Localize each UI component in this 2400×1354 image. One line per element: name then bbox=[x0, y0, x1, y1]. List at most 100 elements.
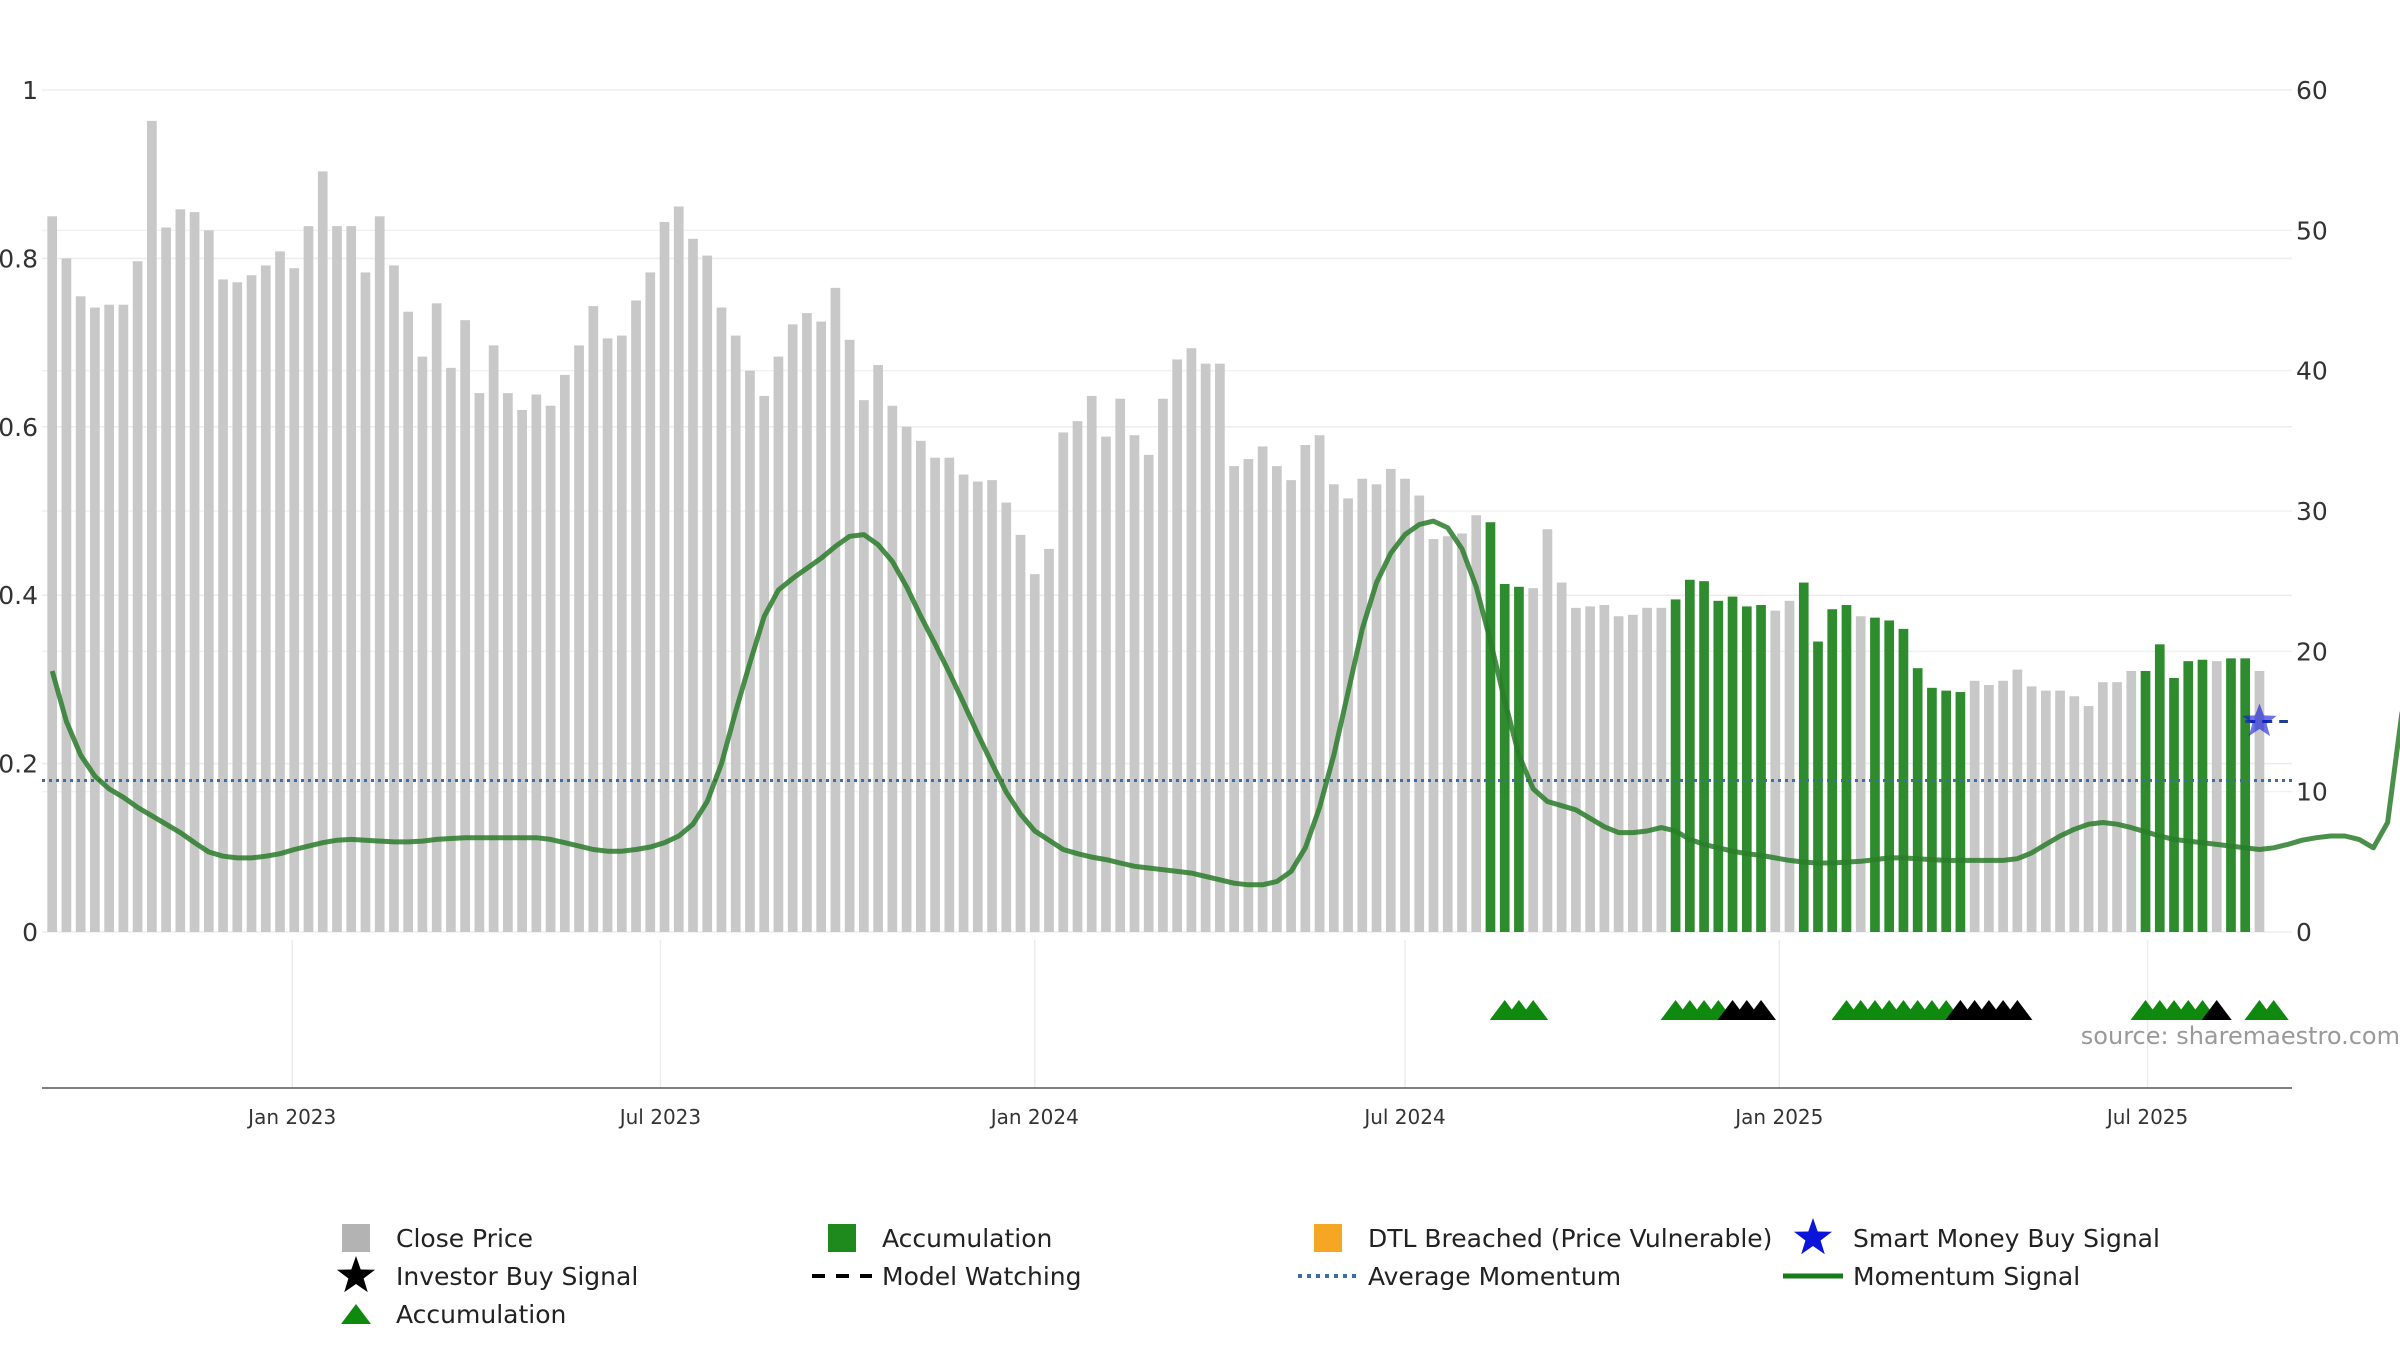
accumulation-bar bbox=[2240, 658, 2251, 932]
close-price-bar bbox=[873, 365, 883, 932]
accumulation-bar bbox=[2197, 659, 2208, 932]
left-axis-tick-label: 0.6 bbox=[0, 413, 38, 442]
close-price-bar bbox=[1784, 600, 1795, 932]
close-price-bar bbox=[1371, 484, 1382, 932]
close-price-bar bbox=[90, 307, 100, 932]
close-price-bar bbox=[602, 338, 613, 932]
close-price-bar bbox=[787, 324, 798, 932]
close-price-bar bbox=[1029, 574, 1040, 932]
close-price-bar bbox=[232, 282, 243, 932]
left-axis-tick-label: 0.2 bbox=[0, 750, 38, 779]
close-price-bar bbox=[446, 367, 456, 932]
accumulation-bar bbox=[1741, 606, 1752, 932]
accumulation-bar bbox=[1955, 692, 1966, 932]
bars-layer bbox=[47, 120, 2265, 933]
close-price-bar bbox=[47, 216, 58, 933]
close-price-bar bbox=[1984, 685, 1994, 932]
close-price-bar bbox=[588, 306, 599, 932]
close-price-bar bbox=[1471, 515, 1482, 932]
close-price-bar bbox=[1585, 606, 1595, 932]
close-price-bar bbox=[1015, 534, 1026, 932]
close-price-bar bbox=[1556, 582, 1567, 932]
legend-star-icon bbox=[1794, 1218, 1832, 1255]
close-price-bar bbox=[1044, 548, 1054, 932]
grid-layer bbox=[42, 89, 2292, 1088]
investor-triangle bbox=[2002, 1000, 2033, 1020]
right-axis-tick-label: 40 bbox=[2296, 357, 2328, 386]
right-axis-tick-label: 50 bbox=[2296, 216, 2328, 245]
close-price-bar bbox=[645, 272, 656, 932]
accumulation-bar bbox=[1870, 617, 1880, 932]
right-axis-tick-label: 60 bbox=[2296, 76, 2328, 105]
close-price-bar bbox=[1086, 395, 1097, 933]
accumulation-bar bbox=[1941, 690, 1952, 932]
close-price-bar bbox=[417, 356, 428, 933]
close-price-bar bbox=[132, 261, 143, 932]
close-price-bar bbox=[1969, 680, 1980, 932]
close-price-bar bbox=[802, 313, 812, 932]
close-price-bar bbox=[1571, 607, 1581, 932]
close-price-bar bbox=[1172, 359, 1183, 932]
close-price-bar bbox=[1200, 363, 1211, 932]
close-price-bar bbox=[1642, 607, 1652, 932]
close-price-bar bbox=[1770, 610, 1781, 932]
close-price-bar bbox=[431, 303, 442, 933]
close-price-bar bbox=[2254, 670, 2265, 932]
close-price-bar bbox=[1542, 529, 1553, 932]
legend-item: Momentum Signal bbox=[1783, 1262, 2080, 1291]
close-price-bar bbox=[1072, 421, 1083, 932]
accumulation-bar bbox=[1813, 641, 1823, 932]
left-axis-tick-label: 1 bbox=[22, 76, 38, 105]
accumulation-bar bbox=[1912, 668, 1923, 932]
close-price-bar bbox=[944, 457, 955, 932]
left-axis-tick-label: 0.4 bbox=[0, 581, 38, 610]
close-price-bar bbox=[1272, 466, 1282, 932]
close-price-bar bbox=[1101, 436, 1111, 932]
close-price-bar bbox=[631, 300, 641, 932]
close-price-bar bbox=[1428, 539, 1439, 932]
close-price-bar bbox=[773, 356, 784, 933]
close-price-bar bbox=[1314, 435, 1325, 932]
legend-label: Accumulation bbox=[396, 1300, 566, 1329]
accumulation-bar bbox=[1884, 620, 1895, 932]
close-price-bar bbox=[545, 405, 556, 932]
close-price-bar bbox=[218, 279, 228, 932]
legend: Close Price Accumulation DTL Breached (Pri… bbox=[337, 1218, 2160, 1329]
close-price-bar bbox=[1385, 468, 1396, 932]
legend-label: Model Watching bbox=[882, 1262, 1082, 1291]
close-price-bar bbox=[517, 409, 527, 933]
close-price-bar bbox=[488, 345, 499, 932]
close-price-bar bbox=[161, 227, 171, 932]
close-price-bar bbox=[2083, 706, 2094, 932]
legend-item: Accumulation bbox=[828, 1224, 1052, 1253]
legend-square-icon bbox=[1314, 1224, 1342, 1252]
close-price-bar bbox=[1998, 680, 2008, 932]
accumulation-bar bbox=[2169, 677, 2179, 932]
accumulation-triangle bbox=[1518, 1000, 1549, 1020]
legend-item: Average Momentum bbox=[1298, 1262, 1621, 1291]
right-axis-tick-label: 30 bbox=[2296, 497, 2328, 526]
close-price-bar bbox=[1286, 480, 1296, 932]
close-price-bar bbox=[830, 287, 841, 932]
close-price-bar bbox=[887, 405, 898, 932]
legend-label: Close Price bbox=[396, 1224, 533, 1253]
close-price-bar bbox=[2126, 670, 2137, 932]
x-axis-tick-label: Jan 2024 bbox=[989, 1105, 1079, 1129]
close-price-bar bbox=[189, 212, 200, 933]
x-axis-tick-label: Jul 2024 bbox=[1362, 1105, 1445, 1129]
close-price-bar bbox=[1058, 432, 1069, 932]
close-price-bar bbox=[203, 230, 214, 933]
close-price-bar bbox=[659, 221, 670, 932]
close-price-bar bbox=[1855, 616, 1866, 932]
legend-label: Investor Buy Signal bbox=[396, 1262, 638, 1291]
close-price-bar bbox=[346, 226, 357, 932]
close-price-bar bbox=[1300, 445, 1311, 932]
close-price-bar bbox=[1528, 588, 1539, 932]
accumulation-bar bbox=[2183, 661, 2194, 932]
close-price-bar bbox=[1442, 536, 1453, 932]
accumulation-bar bbox=[2140, 670, 2151, 932]
close-price-bar bbox=[2211, 661, 2222, 932]
close-price-bar bbox=[859, 400, 869, 932]
close-price-bar bbox=[1243, 459, 1254, 932]
close-price-bar bbox=[1457, 533, 1467, 932]
